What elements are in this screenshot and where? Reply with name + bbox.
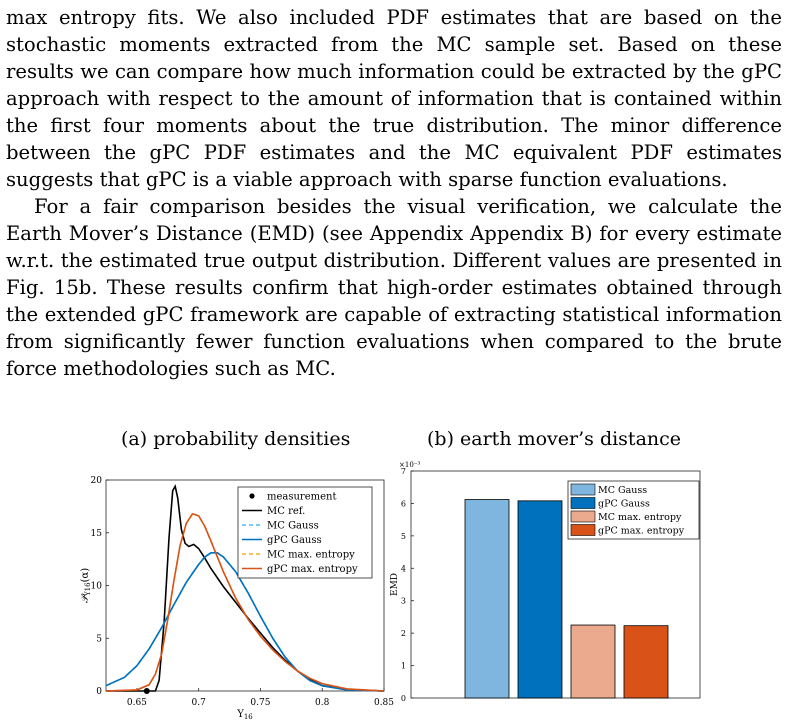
legend-swatch [570,524,596,536]
density-chart: 0.65 0.7 0.75 0.8 0.85 0 5 10 15 20 Y16 𝒫Y16(α) meas… [80,476,394,721]
x-tick-label: 0.85 [374,698,394,708]
y-tick-label: 3 [401,597,406,606]
legend-label: gPC Gauss [267,535,322,546]
paragraph-1: max entropy fits. We also included PDF e… [6,6,782,191]
y-tick-label: 1 [401,662,406,671]
legend-label: measurement [267,492,337,503]
y-tick-label: 10 [91,582,103,592]
legend-label: gPC max. entropy [598,526,685,537]
x-tick-label: 0.7 [192,698,207,708]
legend-label: gPC Gauss [598,499,650,510]
y-tick-label: 7 [401,467,406,476]
legend-swatch [570,483,596,496]
measurement-point [143,688,150,694]
legend-marker-measurement [249,493,255,499]
legend-label: MC Gauss [267,521,319,532]
bar-mc-gauss [464,499,510,699]
bar-mc-max-entropy [570,624,616,699]
x-tick-label: 0.8 [315,698,330,708]
bar-gpc-max-entropy [623,625,669,699]
legend-swatch [570,510,596,523]
x-tick-label: 0.75 [250,698,270,708]
y-tick-label: 5 [401,532,406,541]
body-text: max entropy fits. We also included PDF e… [6,4,782,382]
y-tick-label: 4 [401,564,406,573]
figure-b-title: (b) earth mover’s distance [427,428,682,450]
y-multiplier: ×10⁻³ [399,461,420,469]
emd-chart: 0 1 2 3 4 5 6 7×10⁻³ EMD MC Gauss gPC Gauss MC max.… [390,461,701,703]
series-line-gpc-gauss [105,552,385,692]
paragraph-2: For a fair comparison besides the visual… [6,195,782,380]
y-axis-label: 𝒫Y16(α) [80,568,92,603]
legend-swatch [570,497,596,509]
legend-label: MC ref. [267,506,305,517]
y-axis-label: EMD [390,573,400,596]
series-line-gpc-max-entropy [105,512,385,692]
y-tick-label: 15 [91,529,103,539]
legend-label: MC max. entropy [267,550,355,561]
legend-label: MC max. entropy [598,512,682,523]
y-tick-label: 2 [401,629,406,638]
y-tick-label: 6 [401,499,406,508]
x-tick-label: 0.65 [127,698,147,708]
figure-a-title: (a) probability densities [121,428,351,450]
y-tick-label: 5 [96,634,102,644]
legend-box-a [237,486,373,579]
y-tick-label: 0 [96,687,102,697]
y-tick-label: 0 [401,694,406,703]
legend-label: gPC max. entropy [267,564,358,575]
x-axis-label: Y16 [236,709,253,721]
y-tick-label: 20 [91,476,103,486]
bar-gpc-gauss [517,500,563,699]
legend-label: MC Gauss [598,485,647,496]
